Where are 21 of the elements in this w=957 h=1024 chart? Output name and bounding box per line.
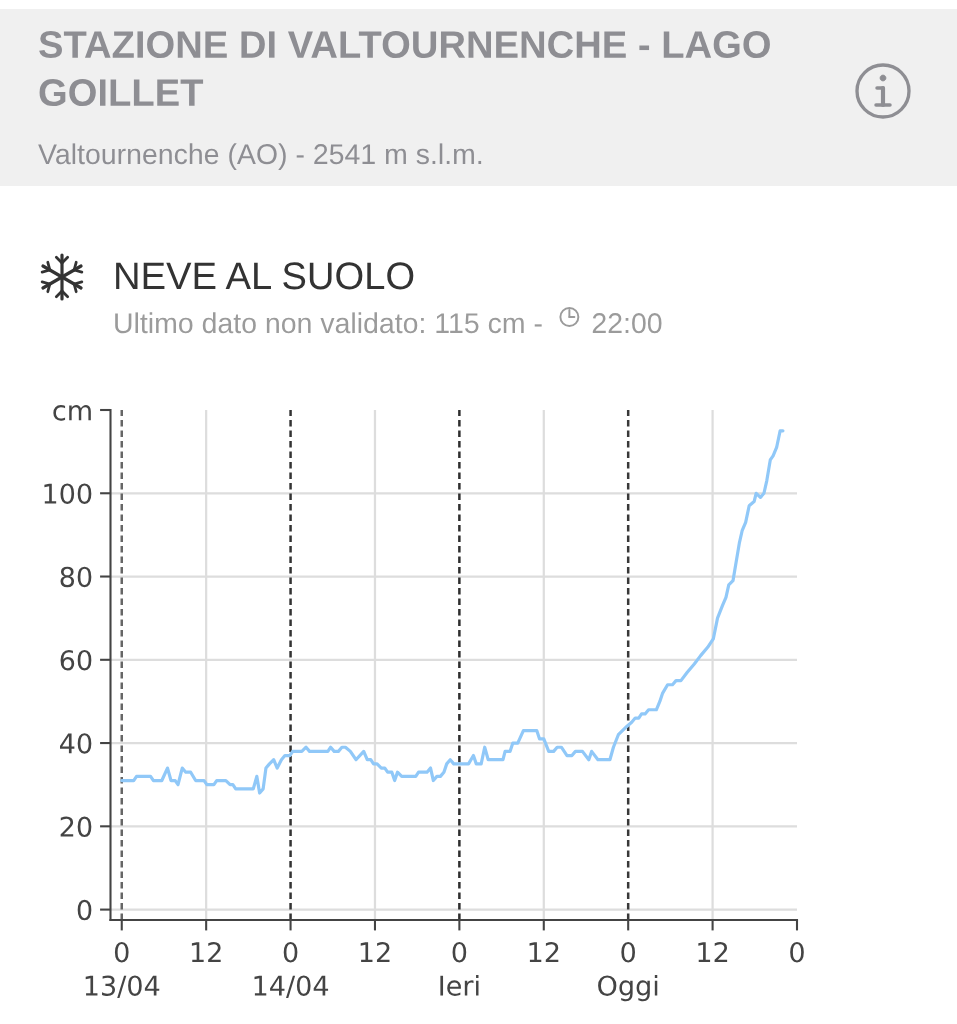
x-tick-label: 12 [360, 942, 390, 963]
x-tick-label: 0 Ieri [440, 942, 479, 996]
text: NEVE AL SUOLO [116, 262, 414, 290]
y-tick-label: 100 [44, 483, 92, 504]
x-tick-label: 12 [698, 942, 728, 963]
y-tick-label: 0 [77, 899, 92, 921]
x-tick-label: 12 [191, 942, 221, 963]
text: 22:00 [592, 313, 662, 334]
y-tick-label: 20 [60, 816, 92, 837]
chart-subtitle: Valtournenche (AO) - 2541 m s.l.m. [38, 143, 482, 170]
x-tick-label: 0 [790, 942, 804, 963]
y-tick-label: cm [53, 405, 91, 421]
chart-title: STAZIONE DI VALTOURNENCHE - LAGO GOILLET [39, 31, 770, 107]
y-tick-label: 40 [60, 733, 92, 754]
x-tick-label: 12 [529, 942, 559, 963]
y-tick-label: 60 [60, 649, 92, 671]
x-tick-label: 0 14/04 [254, 942, 329, 999]
x-tick-label: 0 Oggi [598, 942, 658, 1002]
text: Ultimo dato non validato: 115 cm - [115, 312, 542, 334]
y-tick-label: 80 [60, 566, 92, 588]
x-tick-label: 0 13/04 [85, 942, 160, 999]
